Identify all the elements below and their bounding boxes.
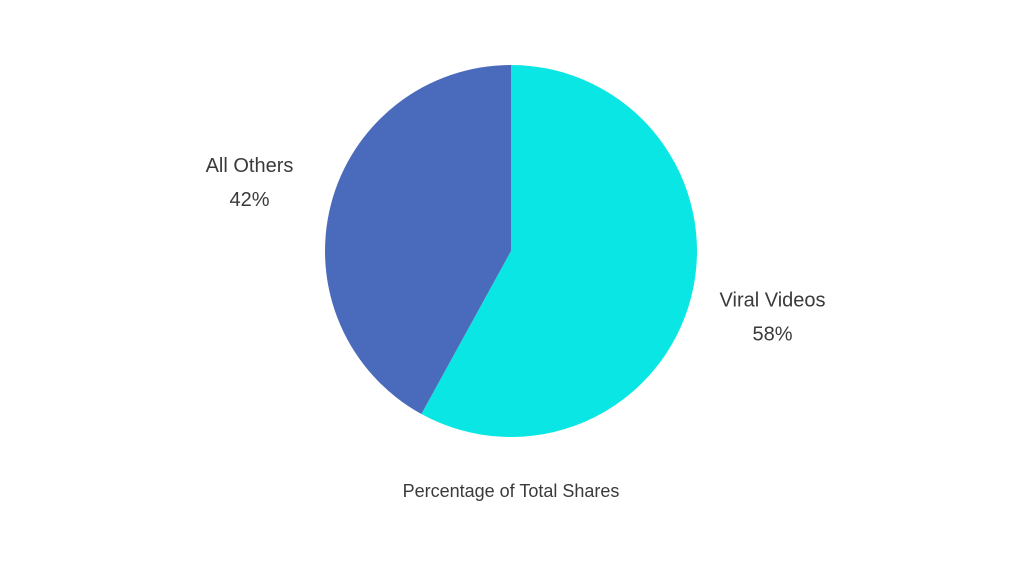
- slice-label: Viral Videos: [720, 289, 826, 311]
- pie-slice: [421, 65, 697, 437]
- pie-slice: [325, 65, 511, 414]
- chart-title: Percentage of Total Shares: [403, 481, 620, 501]
- slice-label: All Others: [206, 155, 294, 177]
- value-label: 58%: [753, 323, 793, 345]
- value-label: 42%: [229, 189, 269, 211]
